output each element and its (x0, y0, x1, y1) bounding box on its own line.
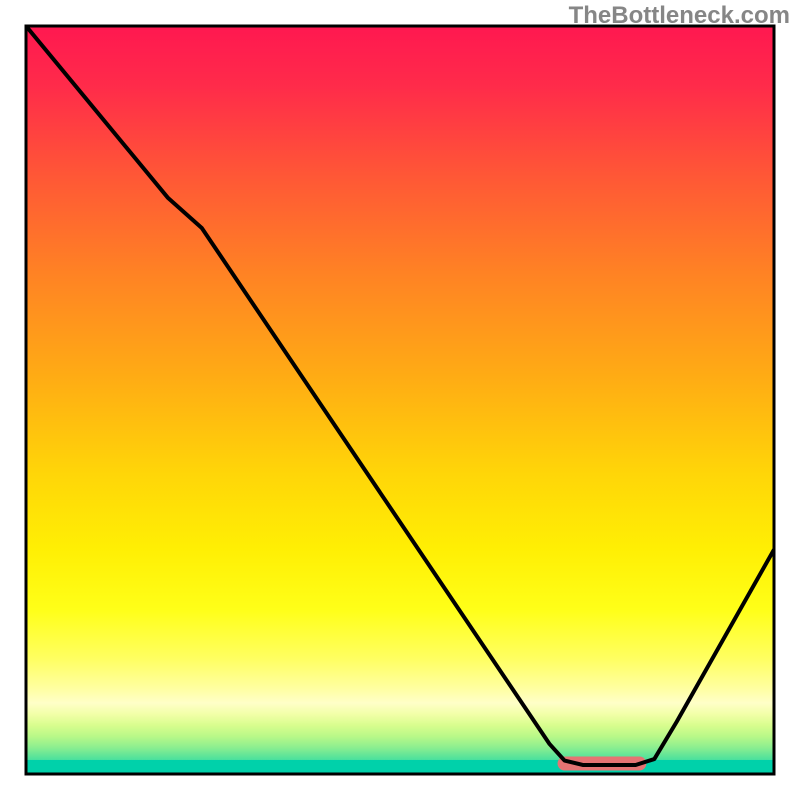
watermark-text: TheBottleneck.com (569, 2, 790, 30)
bottleneck-chart (0, 0, 800, 800)
green-floor (26, 760, 774, 774)
chart-container: TheBottleneck.com (0, 0, 800, 800)
gradient-background (26, 26, 774, 774)
